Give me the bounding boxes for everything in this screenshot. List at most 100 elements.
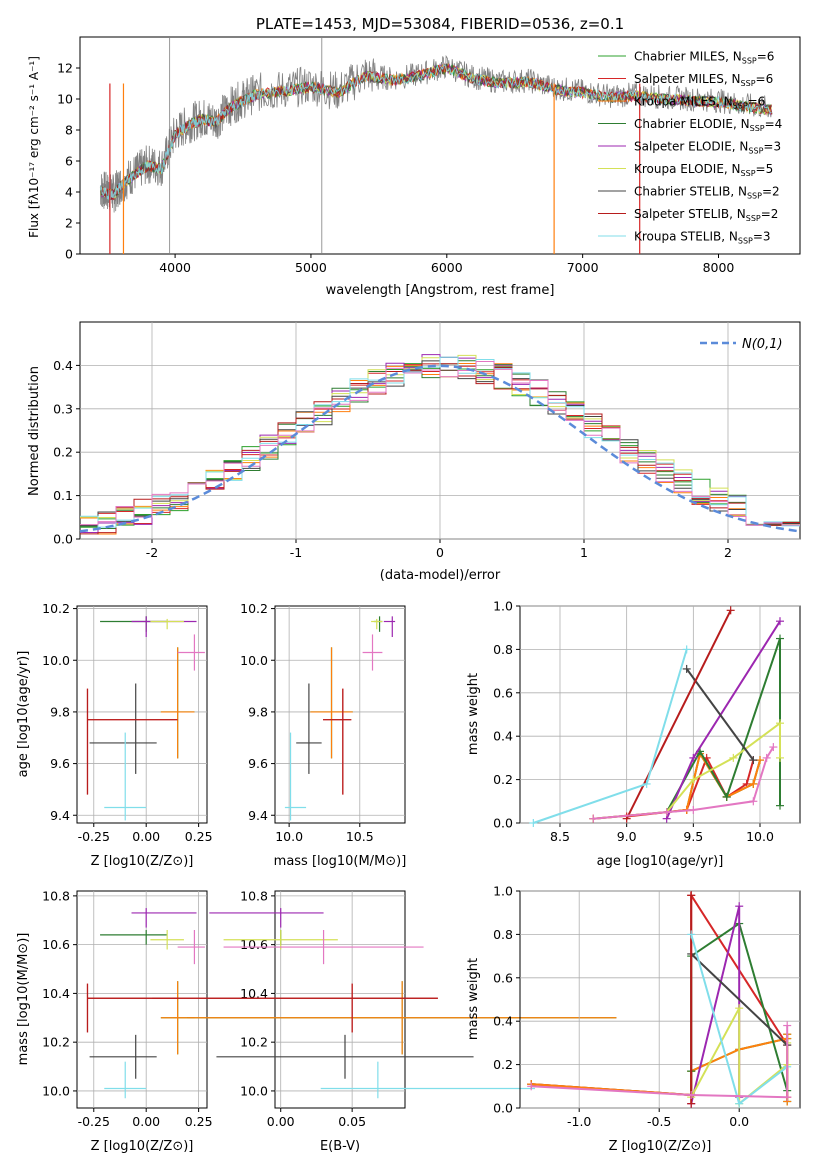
legend-subscript: SSP [750,124,765,133]
massweight-vs-age-ylabel: mass weight [466,673,481,755]
x-tick-label: -0.5 [647,1114,671,1129]
x-tick-label: 8000 [703,260,735,275]
y-tick-label: 0.4 [493,1014,513,1029]
legend-count: =4 [765,117,783,131]
y-tick-label: 0.4 [493,729,513,744]
y-tick-label: 10.2 [42,1035,70,1050]
mass-weight-line [690,905,741,1104]
massweight-vs-age-panel: 8.5 9.0 9.5 10.0 0.0 0.2 0.4 0.6 0.8 1.0 age [log… [466,599,801,869]
y-tick-label: 10.8 [42,888,70,903]
y-tick-label: 0.6 [493,685,513,700]
legend-label: Chabrier ELODIE, NSSP=4 [634,117,782,133]
residual-panel: -2 -1 0 1 2 0.0 0.1 0.2 0.3 0.4 N(0,1) (data-mode… [27,321,801,583]
y-tick-label: 10.2 [240,601,268,616]
legend-label: Salpeter STELIB, NSSP=2 [634,207,778,223]
legend-subscript: SSP [746,214,761,223]
figure-title: PLATE=1453, MJD=53084, FIBERID=0536, z=0… [256,15,624,33]
y-tick-label: 10.6 [42,937,70,952]
legend-subscript: SSP [738,237,753,246]
y-tick-label: 9.4 [50,808,70,823]
spectrum-plot-area: 4000 5000 6000 7000 8000 0 2 4 6 8 10 12 [57,37,773,275]
legend-label: Kroupa MILES, NSSP=6 [634,95,765,111]
mass-vs-Z-ylabel: mass [log10(M/M⊙)] [16,933,31,1066]
y-tick-label: 0.2 [53,445,73,460]
legend-count: =6 [757,50,775,64]
residual-histogram [80,360,800,526]
legend-count: =2 [761,207,779,221]
spectrum-legend: Chabrier MILES, NSSP=6 Salpeter MILES, NS… [598,50,782,246]
y-tick-label: 0.1 [53,488,73,503]
y-tick-label: 0.6 [493,970,513,985]
y-tick-label: 0.0 [493,816,513,831]
y-tick-label: 0.0 [493,1101,513,1116]
y-tick-label: 10.2 [42,601,70,616]
y-tick-label: 10.2 [240,1035,268,1050]
massweight-vs-age-xlabel: age [log10(age/yr)] [597,854,724,869]
massweight-vs-Z-ylabel: mass weight [466,958,481,1040]
x-tick-label: 0 [436,545,444,560]
mass-weight-line [685,668,755,761]
y-tick-label: 9.8 [248,704,268,719]
age-vs-Z-xlabel: Z [log10(Z/Z⊙)] [91,854,194,869]
model-spectrum-line [99,64,772,201]
legend-label: Salpeter MILES, NSSP=6 [634,72,773,88]
y-tick-label: 4 [65,185,73,200]
x-tick-label: -1 [290,545,302,560]
y-tick-label: 0.2 [493,772,513,787]
legend-label: Salpeter ELODIE, NSSP=3 [634,140,781,156]
residual-legend: N(0,1) [700,337,783,352]
y-tick-label: 0.3 [53,401,73,416]
mass-weight-line [690,953,788,1046]
y-tick-label: 10.4 [42,986,70,1001]
y-tick-label: 10.8 [240,888,268,903]
x-tick-label: 0.25 [185,829,213,844]
spectrum-xlabel: wavelength [Angstrom, rest frame] [326,283,555,298]
age-vs-mass-xlabel: mass [log10(M/M⊙)] [274,854,407,869]
y-tick-label: 0.4 [53,358,73,373]
mass-weight-line [593,751,761,820]
legend-count: =2 [762,185,780,199]
residual-ylabel: Normed distribution [27,366,42,496]
y-tick-label: 10.0 [240,1083,268,1098]
y-tick-label: 8 [65,123,73,138]
legend-label: Chabrier MILES, NSSP=6 [634,50,774,66]
mass-weight-line [625,609,732,820]
legend-subscript: SSP [748,147,763,156]
x-tick-label: 10.0 [275,829,303,844]
y-tick-label: 1.0 [493,884,513,899]
age-vs-mass-panel: 10.0 10.5 9.4 9.6 9.8 10.0 10.2 mass [log10(M/… [240,601,406,869]
legend-subscript: SSP [741,79,756,88]
y-tick-label: 10.6 [240,937,268,952]
residual-xlabel: (data-model)/error [380,568,501,583]
y-tick-label: 0.0 [53,532,73,547]
age-vs-Z-ylabel: age [log10(age/yr)] [16,651,31,778]
mass-vs-EBV-plot-area: 0.00 0.05 10.0 10.2 10.4 10.6 10.8 [152,888,617,1129]
legend-count: =3 [763,140,781,154]
legend-subscript: SSP [741,169,756,178]
y-tick-label: 10.4 [240,986,268,1001]
y-tick-label: 9.6 [50,756,70,771]
y-tick-label: 12 [57,61,73,76]
y-tick-label: 0.8 [493,642,513,657]
legend-label: Kroupa STELIB, NSSP=3 [634,230,771,246]
x-tick-label: 10.0 [746,829,774,844]
gaussian-curve [79,364,801,533]
x-tick-label: 7000 [567,260,599,275]
mass-vs-EBV-xlabel: E(B-V) [320,1139,360,1154]
mass-vs-Z-panel: -0.25 0.00 0.25 10.0 10.2 10.4 10.6 10.8 Z [log… [16,888,213,1154]
y-tick-label: 0.2 [493,1057,513,1072]
y-tick-label: 2 [65,216,73,231]
y-tick-label: 10.0 [42,653,70,668]
spectrum-panel: 4000 5000 6000 7000 8000 0 2 4 6 8 10 12 Chabrier M… [27,36,801,298]
y-tick-label: 10.0 [240,653,268,668]
massweight-vs-Z-xlabel: Z [log10(Z/Z⊙)] [609,1139,712,1154]
age-vs-Z-plot-area: -0.25 0.00 0.25 9.4 9.6 9.8 10.0 10.2 [42,601,212,844]
legend-label: Kroupa ELODIE, NSSP=5 [634,162,773,178]
data-spectrum-line [100,54,773,213]
legend-count: =6 [748,95,766,109]
legend-label: Chabrier STELIB, NSSP=2 [634,185,780,201]
x-tick-label: 0.00 [267,1114,295,1129]
mass-weight-line [593,751,761,820]
x-tick-label: 0.00 [132,1114,160,1129]
